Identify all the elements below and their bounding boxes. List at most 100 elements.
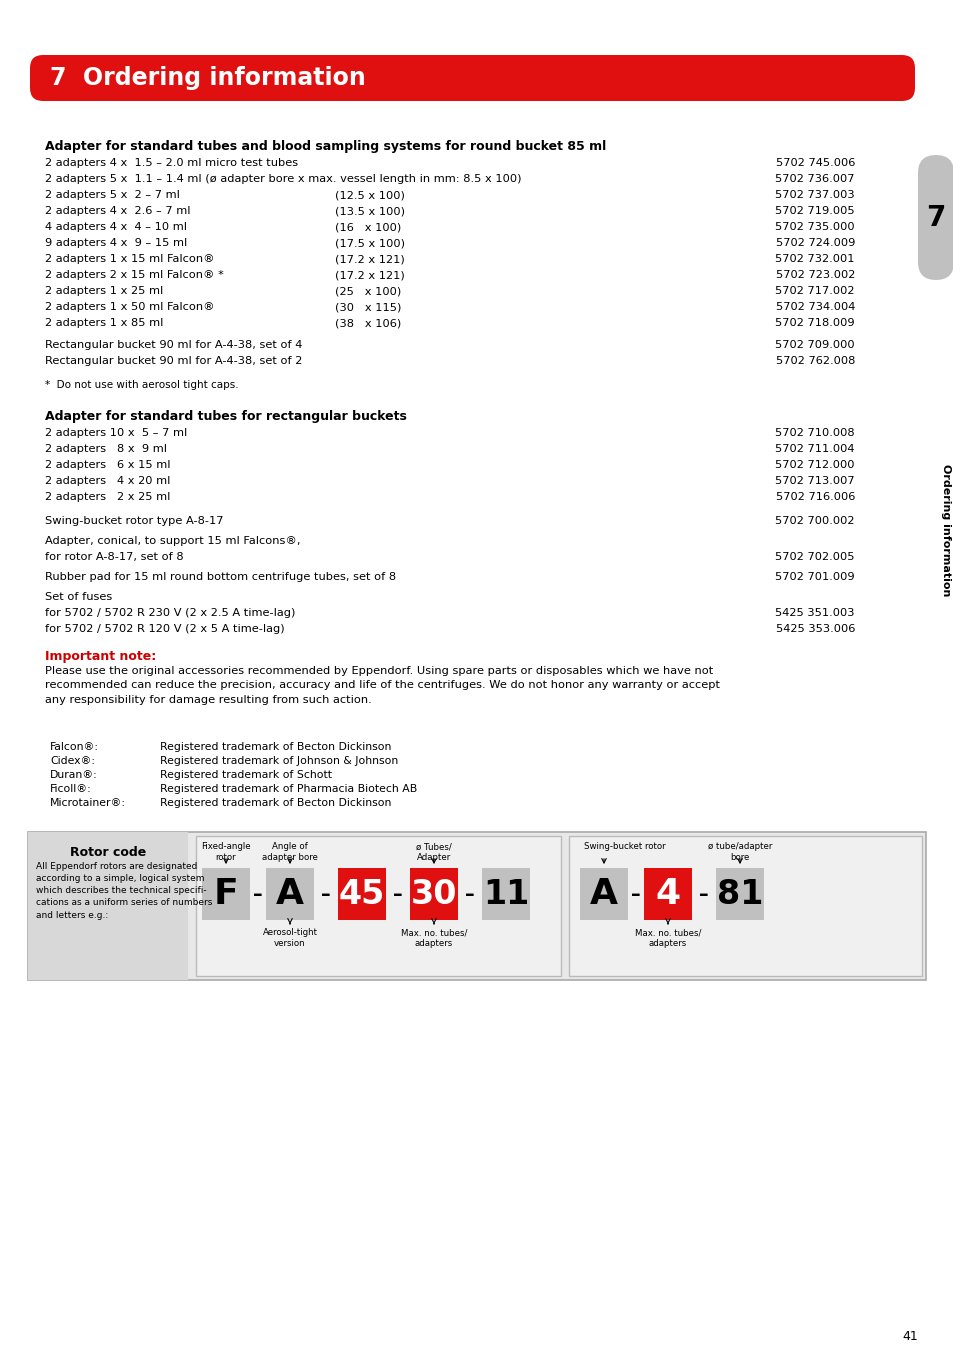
Text: (17.2 x 121): (17.2 x 121) — [335, 270, 404, 279]
Text: 2 adapters 10 x  5 – 7 ml: 2 adapters 10 x 5 – 7 ml — [45, 428, 187, 437]
Text: 5702 762.008: 5702 762.008 — [775, 356, 854, 366]
Text: –: – — [465, 884, 475, 903]
Text: Swing-bucket rotor: Swing-bucket rotor — [583, 842, 665, 850]
Text: Set of fuses: Set of fuses — [45, 593, 112, 602]
Text: 5702 709.000: 5702 709.000 — [775, 340, 854, 350]
Text: 5702 719.005: 5702 719.005 — [775, 207, 854, 216]
Text: 9 adapters 4 x  9 – 15 ml: 9 adapters 4 x 9 – 15 ml — [45, 238, 187, 248]
Text: 5702 737.003: 5702 737.003 — [775, 190, 854, 200]
FancyBboxPatch shape — [337, 868, 386, 919]
Text: Cidex®:: Cidex®: — [50, 756, 95, 765]
FancyBboxPatch shape — [195, 836, 560, 976]
Text: (13.5 x 100): (13.5 x 100) — [335, 207, 405, 216]
Text: ø tube/adapter
bore: ø tube/adapter bore — [707, 842, 771, 863]
Text: for rotor A-8-17, set of 8: for rotor A-8-17, set of 8 — [45, 552, 183, 562]
Text: 5702 700.002: 5702 700.002 — [775, 516, 854, 526]
Text: A: A — [589, 878, 618, 911]
Text: Aerosol-tight
version: Aerosol-tight version — [262, 927, 317, 948]
FancyBboxPatch shape — [28, 832, 188, 980]
Text: Registered trademark of Becton Dickinson: Registered trademark of Becton Dickinson — [160, 798, 391, 809]
Text: –: – — [699, 884, 708, 903]
Text: 5702 745.006: 5702 745.006 — [775, 158, 854, 167]
Text: Falcon®:: Falcon®: — [50, 743, 99, 752]
Text: 5702 712.000: 5702 712.000 — [775, 460, 854, 470]
Text: Ficoll®:: Ficoll®: — [50, 784, 91, 794]
Text: 5702 736.007: 5702 736.007 — [775, 174, 854, 184]
Text: Adapter for standard tubes and blood sampling systems for round bucket 85 ml: Adapter for standard tubes and blood sam… — [45, 140, 605, 153]
Text: Rectangular bucket 90 ml for A-4-38, set of 4: Rectangular bucket 90 ml for A-4-38, set… — [45, 340, 302, 350]
Text: 2 adapters   6 x 15 ml: 2 adapters 6 x 15 ml — [45, 460, 171, 470]
Text: Adapter for standard tubes for rectangular buckets: Adapter for standard tubes for rectangul… — [45, 410, 406, 423]
Text: 2 adapters   4 x 20 ml: 2 adapters 4 x 20 ml — [45, 477, 171, 486]
Text: (25   x 100): (25 x 100) — [335, 286, 401, 296]
Text: 5702 702.005: 5702 702.005 — [775, 552, 854, 562]
Text: 11: 11 — [482, 878, 529, 910]
Text: Registered trademark of Schott: Registered trademark of Schott — [160, 769, 332, 780]
Text: Important note:: Important note: — [45, 649, 156, 663]
Text: for 5702 / 5702 R 120 V (2 x 5 A time-lag): for 5702 / 5702 R 120 V (2 x 5 A time-la… — [45, 624, 284, 634]
Text: 81: 81 — [716, 878, 762, 910]
Text: 5702 713.007: 5702 713.007 — [775, 477, 854, 486]
Text: 7  Ordering information: 7 Ordering information — [50, 66, 365, 90]
Text: 41: 41 — [902, 1330, 917, 1343]
Text: 5702 711.004: 5702 711.004 — [775, 444, 854, 454]
Text: 5702 724.009: 5702 724.009 — [775, 238, 854, 248]
Text: Registered trademark of Pharmacia Biotech AB: Registered trademark of Pharmacia Biotec… — [160, 784, 416, 794]
FancyBboxPatch shape — [579, 868, 627, 919]
Text: A: A — [275, 878, 304, 911]
Text: 2 adapters 2 x 15 ml Falcon® *: 2 adapters 2 x 15 ml Falcon® * — [45, 270, 224, 279]
Text: –: – — [321, 884, 331, 903]
FancyBboxPatch shape — [917, 155, 953, 279]
FancyBboxPatch shape — [643, 868, 691, 919]
Text: 5425 353.006: 5425 353.006 — [775, 624, 854, 634]
Text: *  Do not use with aerosol tight caps.: * Do not use with aerosol tight caps. — [45, 379, 238, 390]
Text: 2 adapters 1 x 15 ml Falcon®: 2 adapters 1 x 15 ml Falcon® — [45, 254, 214, 265]
Text: 2 adapters 5 x  2 – 7 ml: 2 adapters 5 x 2 – 7 ml — [45, 190, 180, 200]
Text: 2 adapters 1 x 25 ml: 2 adapters 1 x 25 ml — [45, 286, 163, 296]
Text: Adapter, conical, to support 15 ml Falcons®,: Adapter, conical, to support 15 ml Falco… — [45, 536, 300, 545]
Text: 5425 351.003: 5425 351.003 — [775, 608, 854, 618]
Text: 5702 716.006: 5702 716.006 — [775, 491, 854, 502]
Text: –: – — [631, 884, 640, 903]
Text: 4: 4 — [655, 878, 679, 911]
Text: Microtainer®:: Microtainer®: — [50, 798, 126, 809]
Text: 5702 735.000: 5702 735.000 — [775, 221, 854, 232]
Text: (38   x 106): (38 x 106) — [335, 319, 401, 328]
Text: F: F — [213, 878, 238, 911]
Text: 2 adapters   2 x 25 ml: 2 adapters 2 x 25 ml — [45, 491, 171, 502]
Text: Max. no. tubes/
adapters: Max. no. tubes/ adapters — [634, 927, 700, 948]
Text: 5702 717.002: 5702 717.002 — [775, 286, 854, 296]
FancyBboxPatch shape — [716, 868, 763, 919]
Text: (12.5 x 100): (12.5 x 100) — [335, 190, 404, 200]
Text: –: – — [253, 884, 262, 903]
FancyBboxPatch shape — [410, 868, 457, 919]
Text: Ordering information: Ordering information — [940, 464, 950, 597]
Text: 5702 701.009: 5702 701.009 — [775, 572, 854, 582]
Text: 2 adapters 1 x 50 ml Falcon®: 2 adapters 1 x 50 ml Falcon® — [45, 302, 214, 312]
Text: 5702 723.002: 5702 723.002 — [775, 270, 854, 279]
Text: Rectangular bucket 90 ml for A-4-38, set of 2: Rectangular bucket 90 ml for A-4-38, set… — [45, 356, 302, 366]
Text: 5702 734.004: 5702 734.004 — [775, 302, 854, 312]
Text: 7: 7 — [925, 204, 944, 231]
Text: –: – — [393, 884, 402, 903]
Text: Rotor code: Rotor code — [70, 846, 146, 859]
Text: Registered trademark of Becton Dickinson: Registered trademark of Becton Dickinson — [160, 743, 391, 752]
Text: Swing-bucket rotor type A-8-17: Swing-bucket rotor type A-8-17 — [45, 516, 223, 526]
Text: Duran®:: Duran®: — [50, 769, 97, 780]
Text: (17.5 x 100): (17.5 x 100) — [335, 238, 405, 248]
Text: Fixed-angle
rotor: Fixed-angle rotor — [201, 842, 251, 863]
Text: 2 adapters 4 x  1.5 – 2.0 ml micro test tubes: 2 adapters 4 x 1.5 – 2.0 ml micro test t… — [45, 158, 297, 167]
Text: 5702 732.001: 5702 732.001 — [775, 254, 854, 265]
Text: for 5702 / 5702 R 230 V (2 x 2.5 A time-lag): for 5702 / 5702 R 230 V (2 x 2.5 A time-… — [45, 608, 295, 618]
Text: Please use the original accessories recommended by Eppendorf. Using spare parts : Please use the original accessories reco… — [45, 666, 720, 705]
FancyBboxPatch shape — [568, 836, 921, 976]
Text: 30: 30 — [411, 878, 456, 910]
Text: Angle of
adapter bore: Angle of adapter bore — [262, 842, 317, 863]
FancyBboxPatch shape — [266, 868, 314, 919]
FancyBboxPatch shape — [28, 832, 925, 980]
Text: Rubber pad for 15 ml round bottom centrifuge tubes, set of 8: Rubber pad for 15 ml round bottom centri… — [45, 572, 395, 582]
Text: (30   x 115): (30 x 115) — [335, 302, 401, 312]
FancyBboxPatch shape — [481, 868, 530, 919]
Text: 2 adapters   8 x  9 ml: 2 adapters 8 x 9 ml — [45, 444, 167, 454]
Text: 2 adapters 5 x  1.1 – 1.4 ml (ø adapter bore x max. vessel length in mm: 8.5 x 1: 2 adapters 5 x 1.1 – 1.4 ml (ø adapter b… — [45, 174, 521, 184]
